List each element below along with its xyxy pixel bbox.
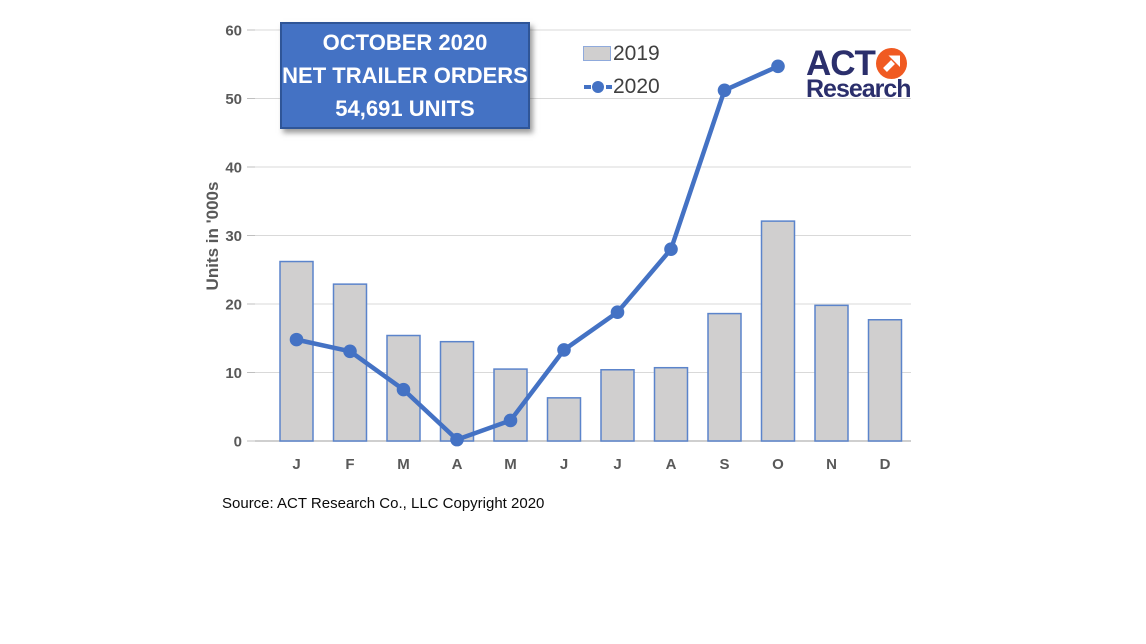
line-marker-icon [584, 80, 612, 93]
bar-A-2019 [439, 340, 475, 442]
point-J-2020 [289, 332, 304, 347]
act-research-logo: ACT Research [806, 46, 922, 102]
chart-title-line2: NET TRAILER ORDERS [282, 63, 528, 88]
source-note: Source: ACT Research Co., LLC Copyright … [222, 495, 545, 512]
x-tick-label: M [397, 456, 410, 473]
x-tick-label: N [826, 456, 837, 473]
point-O-2020 [771, 59, 785, 74]
y-tick-label: 40 [225, 160, 242, 177]
legend-item-2020: 2020 [583, 70, 660, 103]
bar-N-2019 [814, 304, 849, 442]
y-axis-title: Units in '000s [203, 182, 222, 291]
bar-S-2019 [707, 312, 742, 442]
bar-J-2019 [546, 397, 582, 442]
x-tick-label: F [345, 456, 354, 473]
point-M-2020 [503, 413, 518, 428]
logo-research-text: Research [806, 75, 912, 103]
bar-J-2019 [279, 260, 314, 442]
point-M-2020 [396, 382, 411, 397]
chart-title-line1: OCTOBER 2020 [322, 30, 488, 55]
x-tick-label: A [666, 456, 677, 473]
y-tick-label: 60 [225, 23, 242, 40]
bar-D-2019 [867, 319, 903, 442]
x-tick-label: A [452, 456, 463, 473]
chart-title-box: OCTOBER 2020 NET TRAILER ORDERS 54,691 U… [280, 22, 530, 129]
y-tick-label: 30 [225, 228, 242, 245]
y-tick-label: 0 [234, 434, 242, 451]
point-J-2020 [610, 305, 625, 320]
point-J-2020 [557, 343, 571, 357]
y-tick-label: 20 [225, 297, 242, 314]
x-tick-label: J [560, 456, 568, 473]
point-S-2020 [717, 83, 732, 98]
x-tick-label: J [292, 456, 300, 473]
bar-J-2019 [600, 369, 635, 442]
x-tick-label: S [719, 456, 729, 473]
legend-item-2019: 2019 [583, 37, 660, 70]
line-series-2020 [294, 64, 781, 442]
point-F-2020 [343, 344, 357, 359]
x-tick-label: O [772, 456, 784, 473]
point-A-2020 [664, 242, 678, 256]
legend-label-2019: 2019 [613, 41, 660, 65]
legend: 2019 2020 [583, 37, 660, 103]
logo-act-text: ACT [806, 44, 876, 83]
arrow-up-right-icon [875, 48, 907, 79]
x-tick-label: M [504, 456, 517, 473]
x-tick-label: J [613, 456, 621, 473]
x-tick-label: D [880, 456, 891, 473]
bar-F-2019 [332, 283, 368, 442]
point-A-2020 [450, 432, 464, 447]
legend-label-2020: 2020 [613, 74, 660, 98]
bar-swatch-icon [583, 46, 611, 61]
chart-title-line3: 54,691 UNITS [335, 96, 475, 121]
bar-O-2019 [760, 220, 796, 442]
y-tick-label: 50 [225, 91, 242, 108]
y-tick-label: 10 [225, 365, 242, 382]
bar-A-2019 [653, 366, 689, 442]
